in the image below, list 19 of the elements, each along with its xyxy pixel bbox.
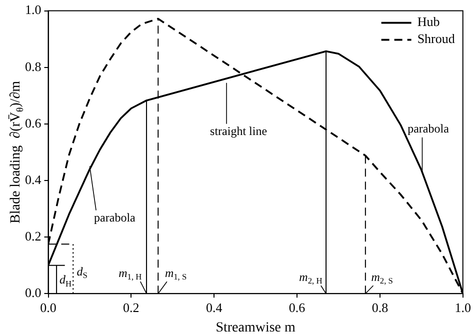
y-tick-label: 0.2 <box>25 228 42 244</box>
y-tick-label: 0.6 <box>25 115 42 130</box>
y-axis-title: Blade loading ∂(rV̄θ)/∂m <box>8 80 26 224</box>
annotation: parabola <box>94 210 136 224</box>
y-tick-label: 0.4 <box>25 172 42 187</box>
y-tick-label: 0.8 <box>25 58 42 74</box>
x-axis-title: Streamwise m <box>216 320 296 336</box>
legend-label: Shroud <box>417 31 456 46</box>
y-tick-label: 1.0 <box>25 2 42 18</box>
y-tick-label: 0.0 <box>25 285 42 300</box>
x-tick-label: 1.0 <box>454 300 471 315</box>
annotation: parabola <box>408 122 450 136</box>
x-tick-label: 0.0 <box>40 300 56 315</box>
x-tick-label: 0.6 <box>288 300 306 315</box>
legend-label: Hub <box>417 14 440 30</box>
x-tick-label: 0.4 <box>206 300 223 315</box>
x-tick-label: 0.2 <box>123 300 140 315</box>
annotation: straight line <box>210 124 268 138</box>
x-tick-label: 0.8 <box>372 300 388 315</box>
